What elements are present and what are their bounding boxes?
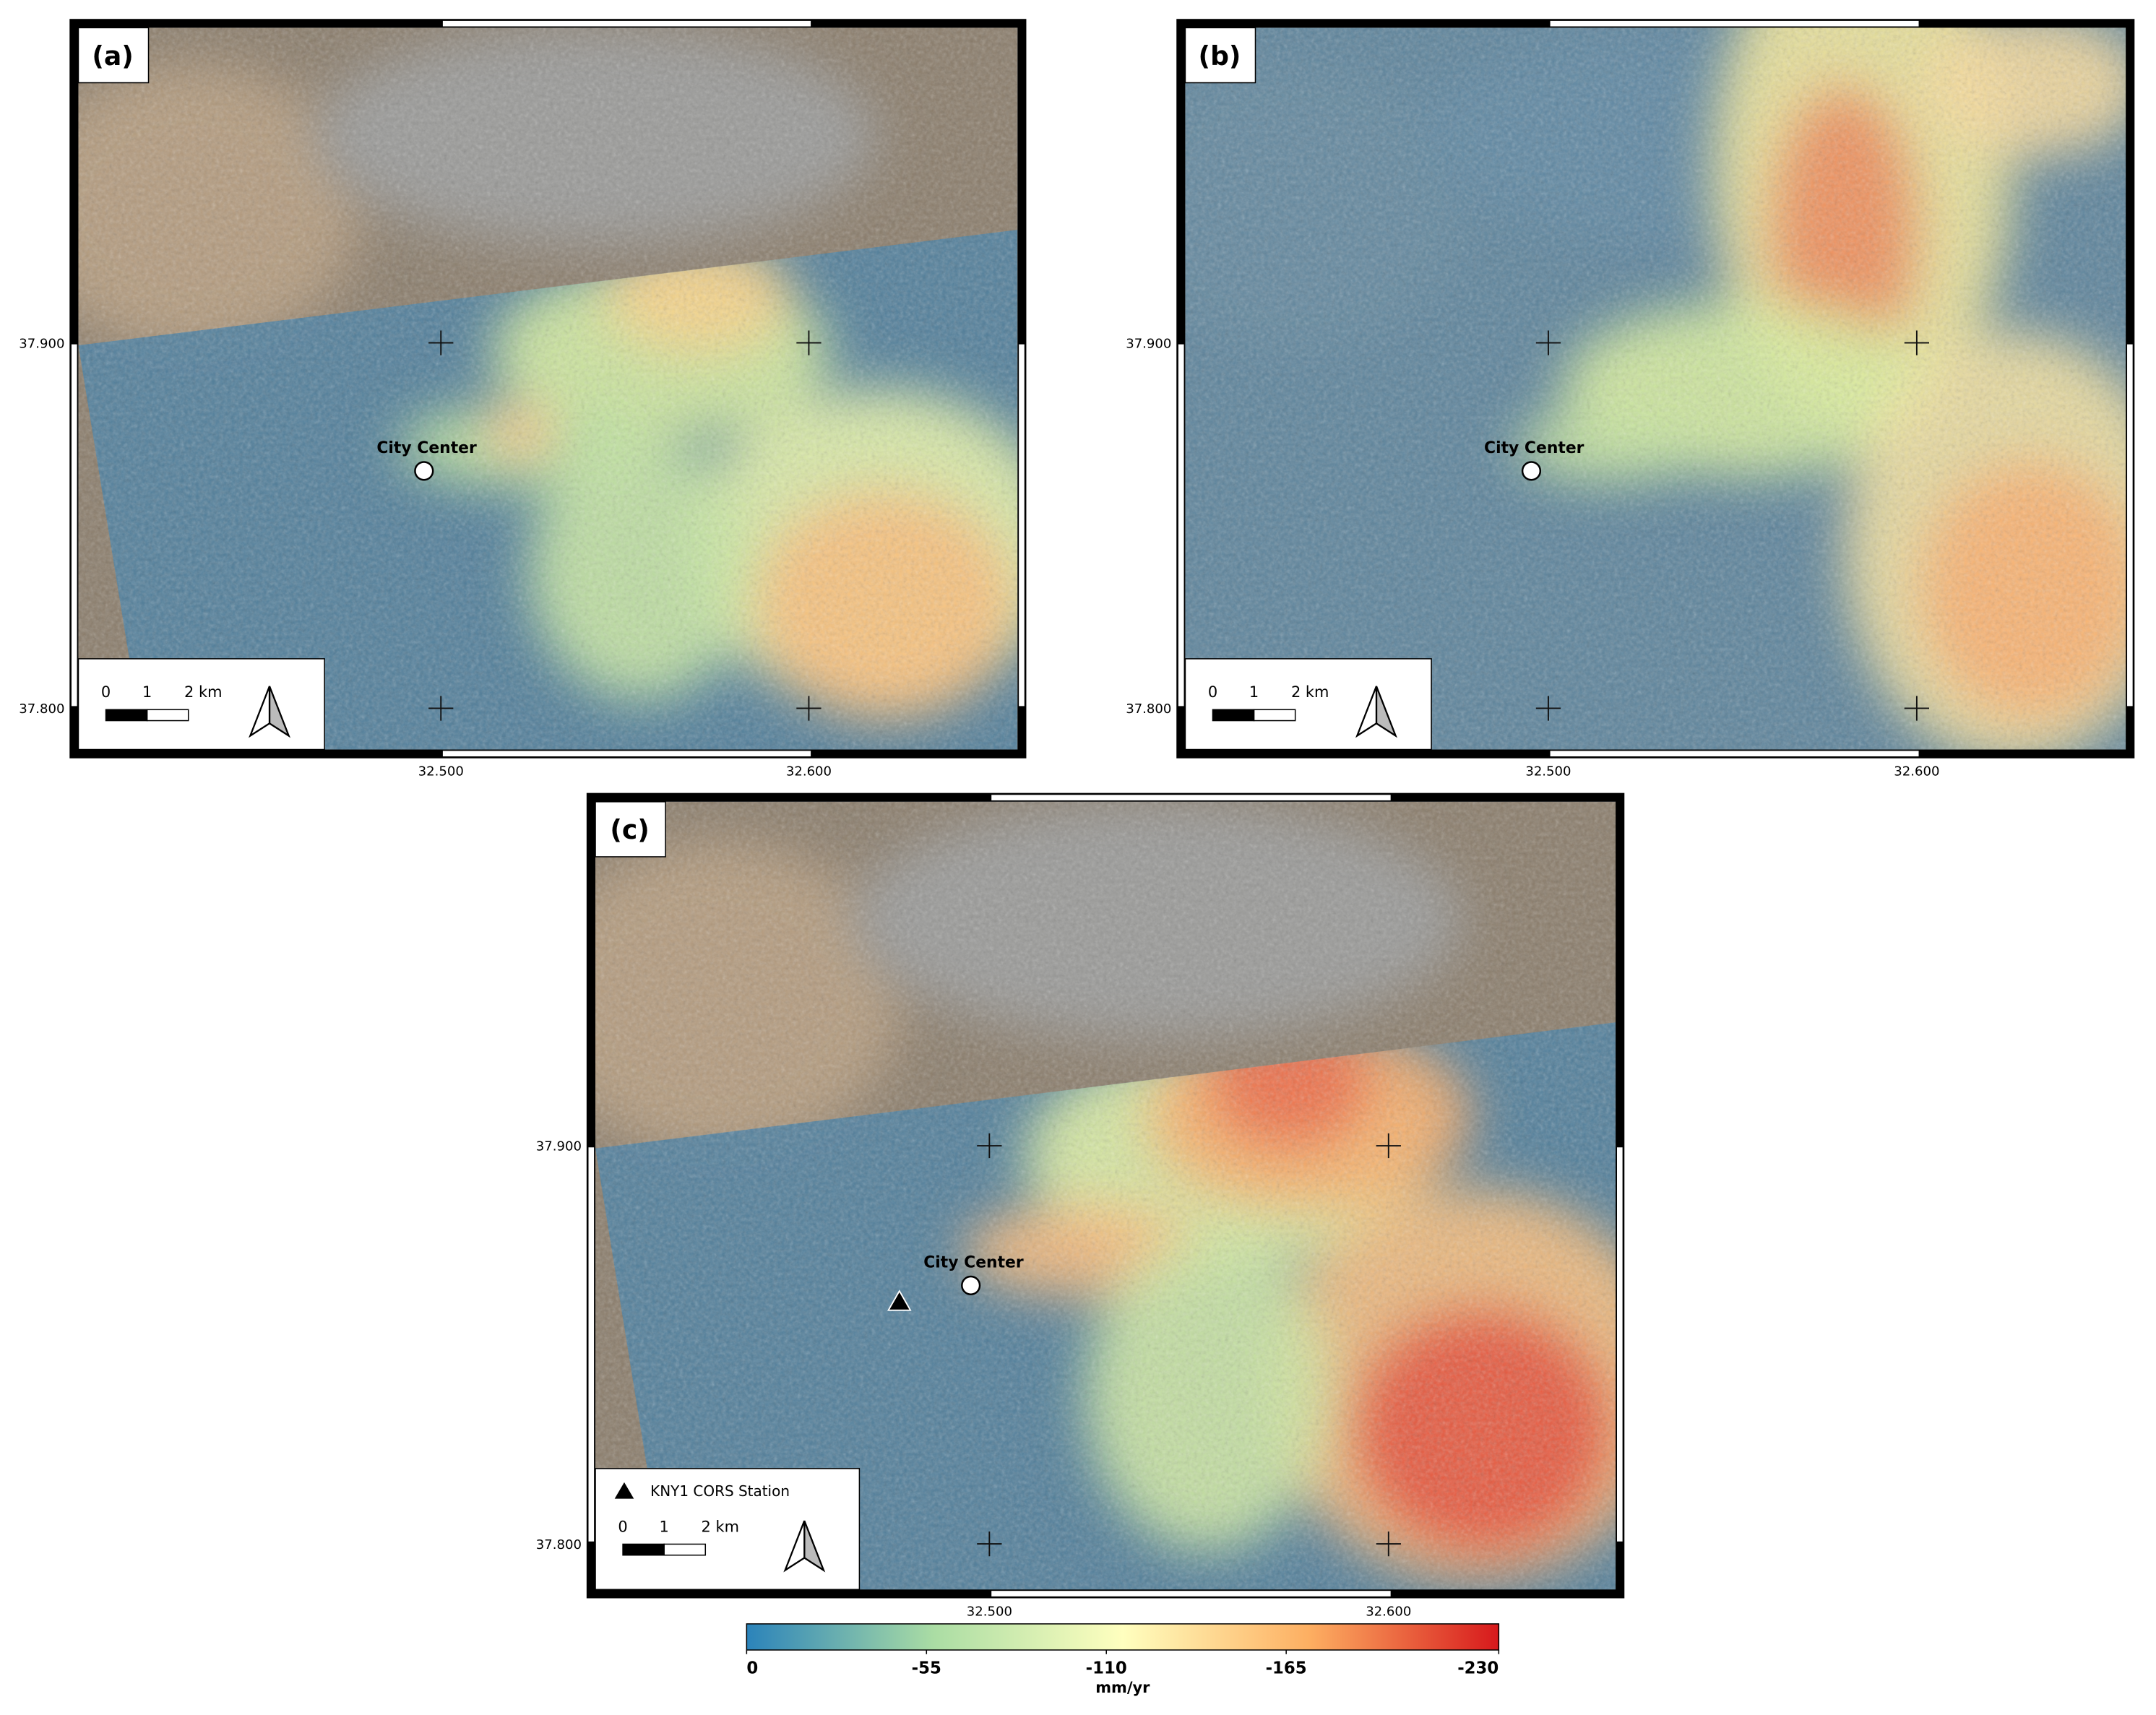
panel-label-box bbox=[595, 801, 666, 858]
frame-segment bbox=[1550, 751, 1919, 757]
scale-label: 0 bbox=[101, 683, 111, 701]
legend-box bbox=[595, 1468, 861, 1591]
graticule-cross bbox=[1535, 696, 1561, 721]
panel-label: (c) bbox=[610, 814, 649, 845]
scale-bar bbox=[1212, 709, 1255, 722]
x-tick-label: 32.600 bbox=[786, 764, 832, 779]
colorbar-tick-label: -165 bbox=[1266, 1659, 1307, 1677]
y-tick-label: 37.800 bbox=[1126, 701, 1171, 717]
graticule-cross bbox=[1904, 696, 1930, 721]
north-arrow bbox=[249, 686, 271, 738]
x-tick-label: 32.500 bbox=[967, 1604, 1012, 1619]
frame-segment bbox=[442, 751, 811, 757]
city-center-marker bbox=[1521, 461, 1542, 481]
north-arrow bbox=[1355, 686, 1378, 738]
graticule-cross bbox=[796, 330, 822, 355]
x-tick-label: 32.500 bbox=[418, 764, 464, 779]
scale-label: 2 km bbox=[1291, 683, 1329, 701]
map-content bbox=[595, 801, 1616, 1590]
city-center-label: City Center bbox=[923, 1254, 1024, 1272]
y-tick-label: 37.900 bbox=[536, 1139, 582, 1154]
legend-box bbox=[77, 658, 325, 751]
y-tick-label: 37.800 bbox=[19, 701, 64, 717]
scale-bar bbox=[663, 1543, 707, 1556]
y-tick-label: 37.900 bbox=[19, 336, 64, 351]
scale-bar bbox=[1253, 709, 1296, 722]
colorbar-tick-label: -55 bbox=[912, 1659, 941, 1677]
colorbar-unit: mm/yr bbox=[1095, 1679, 1150, 1696]
frame-segment bbox=[1019, 344, 1025, 707]
frame-segment bbox=[588, 1147, 595, 1542]
city-center-label: City Center bbox=[1484, 439, 1584, 457]
texture bbox=[595, 801, 1616, 1590]
frame-segment bbox=[2127, 344, 2133, 707]
north-arrow bbox=[783, 1520, 806, 1573]
panel-label: (a) bbox=[92, 40, 133, 72]
scale-bar bbox=[622, 1543, 665, 1556]
map-content bbox=[78, 27, 1018, 750]
map-panel: 32.500 32.600 37.900 37.800 (a) City Center 0 1… bbox=[19, 19, 1027, 779]
graticule-cross bbox=[977, 1133, 1002, 1159]
city-center-marker bbox=[414, 461, 434, 481]
map-panel: 32.500 32.600 37.900 37.800 (b) City Center 0 1… bbox=[1126, 19, 2135, 779]
frame-segment bbox=[71, 344, 77, 707]
graticule-cross bbox=[796, 696, 822, 721]
frame-segment bbox=[991, 795, 1391, 800]
scale-label: 1 bbox=[660, 1518, 669, 1535]
x-tick-label: 32.600 bbox=[1894, 764, 1939, 779]
legend-station-symbol bbox=[614, 1482, 634, 1499]
graticule-cross bbox=[1376, 1133, 1401, 1159]
colorbar-tick-label: -230 bbox=[1457, 1659, 1499, 1677]
city-center-marker bbox=[961, 1275, 981, 1295]
graticule-cross bbox=[977, 1531, 1002, 1557]
texture bbox=[78, 27, 1018, 750]
texture bbox=[1185, 27, 2126, 750]
scale-label: 2 km bbox=[184, 683, 222, 701]
scale-bar bbox=[105, 709, 148, 722]
colorbar-ramp bbox=[746, 1623, 1500, 1651]
y-tick-label: 37.800 bbox=[536, 1537, 582, 1552]
city-center-label: City Center bbox=[376, 439, 477, 457]
colorbar-tick-label: -110 bbox=[1086, 1659, 1127, 1677]
colorbar: 0 -55 -110 -165 -230 mm/yr bbox=[746, 1623, 1500, 1696]
graticule-cross bbox=[1904, 330, 1930, 355]
x-tick-label: 32.600 bbox=[1366, 1604, 1411, 1619]
scale-label: 1 bbox=[1249, 683, 1259, 701]
station-marker bbox=[887, 1290, 912, 1311]
graticule-cross bbox=[1376, 1531, 1401, 1557]
frame-segment bbox=[1617, 1147, 1623, 1542]
frame-segment bbox=[442, 20, 811, 27]
scale-label: 0 bbox=[1208, 683, 1217, 701]
panel-label: (b) bbox=[1199, 40, 1241, 72]
frame-outline bbox=[1176, 19, 2135, 759]
legend-box bbox=[1184, 658, 1432, 751]
legend-station-label: KNY1 CORS Station bbox=[650, 1482, 790, 1500]
scale-label: 0 bbox=[618, 1518, 627, 1535]
scale-label: 2 km bbox=[702, 1518, 739, 1535]
map-panel: 32.500 32.600 37.900 37.800 (c) City Center KN… bbox=[536, 792, 1625, 1619]
graticule-cross bbox=[428, 696, 454, 721]
frame-segment bbox=[1550, 20, 1919, 27]
frame-outline bbox=[586, 792, 1625, 1599]
frame-segment bbox=[1178, 344, 1184, 707]
graticule-cross bbox=[428, 330, 454, 355]
scale-label: 1 bbox=[142, 683, 152, 701]
frame-segment bbox=[991, 1591, 1391, 1597]
colorbar-tick-label: 0 bbox=[746, 1659, 758, 1677]
scale-bar bbox=[146, 709, 189, 722]
frame-outline bbox=[69, 19, 1027, 759]
panel-label-box bbox=[77, 27, 150, 84]
y-tick-label: 37.900 bbox=[1126, 336, 1171, 351]
map-content bbox=[1185, 27, 2126, 750]
panel-label-box bbox=[1184, 27, 1256, 84]
x-tick-label: 32.500 bbox=[1525, 764, 1571, 779]
graticule-cross bbox=[1535, 330, 1561, 355]
